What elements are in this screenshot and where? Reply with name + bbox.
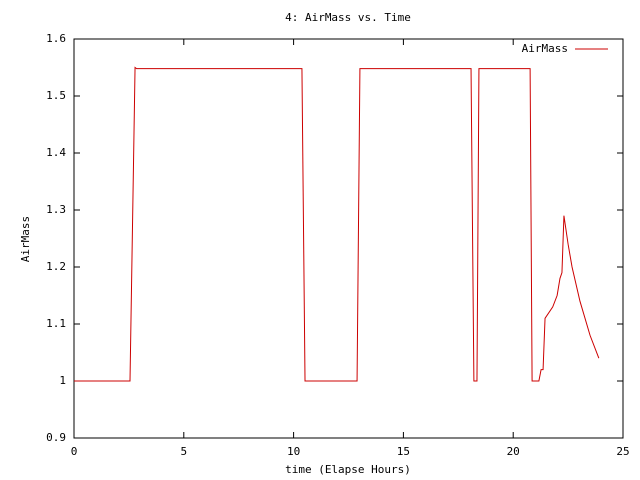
y-tick-label: 1.1 [46,317,66,330]
x-tick-label: 5 [180,445,187,458]
x-axis-label: time (Elapse Hours) [285,463,411,476]
legend-label: AirMass [522,42,568,55]
y-tick-label: 0.9 [46,431,66,444]
y-tick-label: 1.3 [46,203,66,216]
x-tick-label: 20 [507,445,520,458]
chart-title: 4: AirMass vs. Time [285,11,411,24]
data-line [74,66,600,382]
x-tick-label: 15 [397,445,410,458]
y-tick-label: 1.4 [46,146,66,159]
x-tick-label: 25 [616,445,629,458]
x-tick-label: 10 [287,445,300,458]
y-tick-label: 1.2 [46,260,66,273]
y-tick-label: 1 [59,374,66,387]
y-axis-label: AirMass [19,216,32,262]
x-tick-label: 0 [71,445,78,458]
y-tick-label: 1.5 [46,89,66,102]
plot-border [73,38,624,439]
y-tick-label: 1.6 [46,32,66,45]
